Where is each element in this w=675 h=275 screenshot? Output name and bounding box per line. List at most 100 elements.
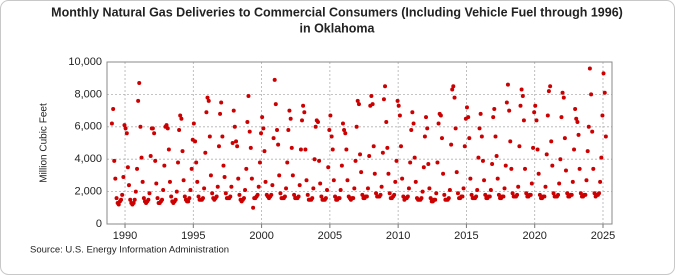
point <box>191 121 196 126</box>
point <box>599 155 604 160</box>
point <box>560 90 565 95</box>
point <box>426 162 431 167</box>
point <box>503 163 508 168</box>
point <box>338 187 343 192</box>
point <box>339 163 344 168</box>
point <box>234 139 239 144</box>
point <box>576 132 581 137</box>
point <box>531 145 536 150</box>
point <box>187 196 192 201</box>
point <box>231 108 236 113</box>
point <box>218 111 223 116</box>
point <box>164 123 169 128</box>
point <box>119 197 124 202</box>
point <box>521 118 526 123</box>
point <box>600 113 605 118</box>
point <box>577 166 582 171</box>
point <box>189 166 194 171</box>
point <box>177 128 182 133</box>
point <box>277 173 282 178</box>
point <box>565 191 570 196</box>
point <box>360 192 365 197</box>
point <box>312 157 317 162</box>
point <box>284 186 289 191</box>
point <box>131 200 136 205</box>
point <box>533 103 538 108</box>
point <box>180 149 185 154</box>
point <box>494 153 499 158</box>
point <box>208 173 213 178</box>
point <box>454 170 459 175</box>
point <box>438 113 443 118</box>
point <box>278 191 283 196</box>
point <box>340 121 345 126</box>
point <box>195 179 200 184</box>
point <box>427 186 432 191</box>
point <box>275 128 280 133</box>
point <box>137 81 142 86</box>
point <box>146 197 151 202</box>
point <box>364 194 369 199</box>
y-tick-label: 10,000 <box>68 56 102 68</box>
point <box>214 194 219 199</box>
source-note: Source: U.S. Energy Information Administ… <box>30 245 229 256</box>
y-tick-label: 6,000 <box>74 121 102 133</box>
point <box>255 192 260 197</box>
point <box>371 144 376 149</box>
point <box>162 163 167 168</box>
point <box>590 129 595 134</box>
point <box>395 98 400 103</box>
point <box>230 141 235 145</box>
point <box>545 113 550 118</box>
point <box>424 115 429 120</box>
point <box>399 144 404 149</box>
point <box>529 181 534 186</box>
point <box>394 158 399 163</box>
point <box>509 166 514 171</box>
point <box>517 144 522 149</box>
point <box>583 192 588 197</box>
point <box>165 126 170 131</box>
point <box>535 147 540 152</box>
point <box>220 134 225 139</box>
x-tick-label: 2000 <box>249 230 273 242</box>
point <box>488 187 493 192</box>
point <box>428 196 433 201</box>
point <box>450 87 455 92</box>
point <box>328 113 333 118</box>
point <box>237 192 242 197</box>
point <box>302 110 307 115</box>
point <box>562 136 567 141</box>
point <box>153 158 158 163</box>
point <box>282 194 287 199</box>
point <box>491 115 496 120</box>
point <box>455 191 460 196</box>
point <box>387 191 392 196</box>
point <box>493 134 498 139</box>
point <box>461 186 466 191</box>
point <box>318 181 323 186</box>
point <box>510 191 515 196</box>
point <box>124 131 129 136</box>
point <box>109 121 114 126</box>
point <box>466 115 471 120</box>
point <box>176 160 181 165</box>
point <box>355 98 360 103</box>
point <box>352 186 357 191</box>
point <box>139 155 144 160</box>
point <box>477 126 482 131</box>
point <box>292 192 297 197</box>
point <box>385 145 390 150</box>
point <box>421 165 426 170</box>
point <box>548 84 553 89</box>
point <box>135 166 140 171</box>
point <box>561 95 566 100</box>
point <box>304 178 309 183</box>
point <box>337 196 342 201</box>
point <box>597 191 602 196</box>
point <box>296 194 301 199</box>
point <box>249 176 254 181</box>
x-tick-label: 2020 <box>522 230 546 242</box>
point <box>410 110 415 115</box>
point <box>271 136 276 141</box>
